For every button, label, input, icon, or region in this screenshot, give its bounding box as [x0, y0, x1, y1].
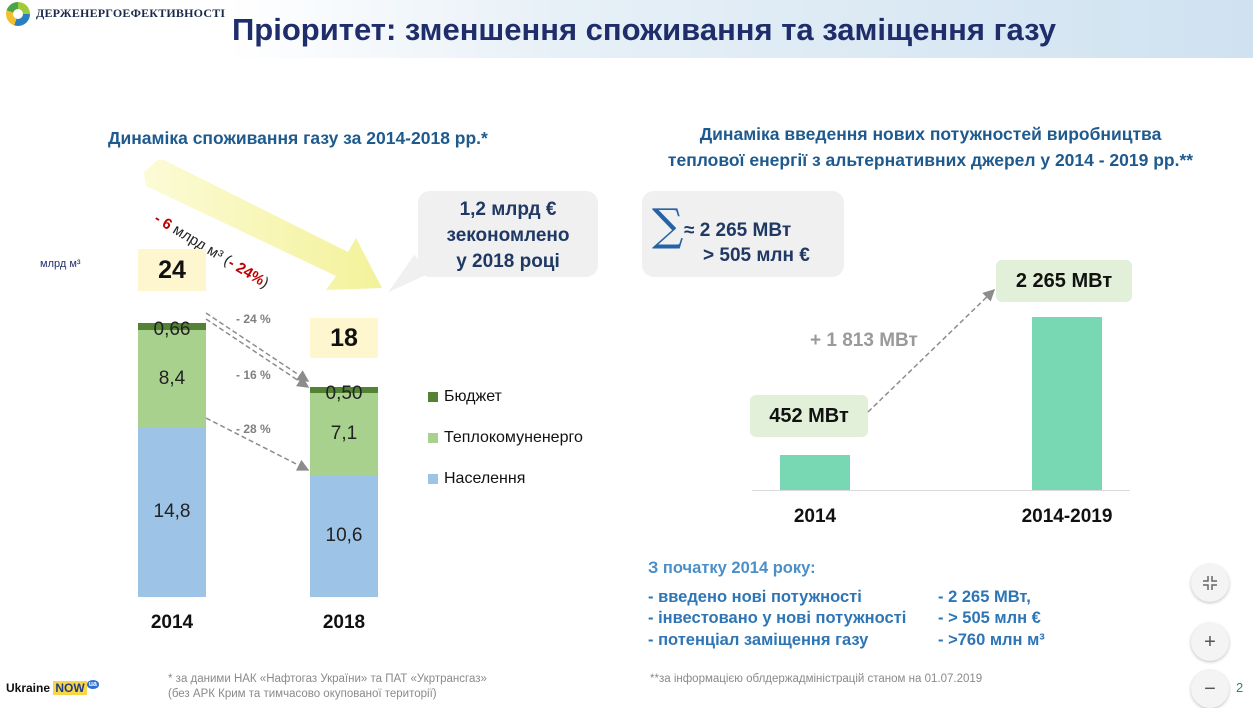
data-label-population-2014: 14,8 [153, 500, 191, 522]
savings-line-1: 1,2 млрд € [459, 199, 557, 220]
pct-label-budget: - 24 % [236, 312, 271, 326]
x-tick-2014: 2014 [793, 506, 837, 527]
plus-icon: + [1204, 630, 1216, 653]
data-label-heat-2014: 8,4 [158, 367, 186, 389]
since-item-label-3: - потенціал заміщення газу [648, 631, 869, 649]
collapse-icon [1203, 576, 1217, 590]
value-label-2014-2019: 2 265 МВт [996, 260, 1132, 302]
data-label-heat-2018: 7,1 [330, 423, 358, 445]
footnote-left-line-1: * за даними НАК «Нафтогаз України» та ПА… [168, 673, 487, 685]
transition-arrows [205, 312, 310, 471]
left-chart-title: Динаміка споживання газу за 2014-2018 рр… [108, 128, 488, 148]
agency-logo-icon [6, 2, 30, 26]
ukraine-now-logo: Ukraine NOW ua [6, 680, 99, 695]
legend-label-population: Населення [444, 469, 526, 487]
bar-segment-budget-2014 [138, 322, 206, 331]
header-band [0, 0, 1253, 58]
bar-segment-budget-2018 [310, 387, 378, 394]
right-title-line-1: Динаміка введення нових потужностей виро… [699, 124, 1162, 144]
legend-swatch-heat [428, 432, 438, 443]
savings-line-3: у 2018 році [456, 251, 560, 272]
page-title: Пріоритет: зменшення споживання та заміщ… [232, 12, 1056, 47]
data-label-budget-2014: 0,66 [153, 318, 191, 340]
data-label-budget-2018: 0,50 [325, 383, 363, 405]
sigma-icon: ∑ [652, 200, 684, 251]
arrow-heat [205, 318, 310, 388]
logo-now: NOW [53, 681, 87, 695]
total-2014: 24 [138, 249, 206, 291]
arrow-population [205, 417, 310, 471]
legend-label-heat: Теплокомуненерго [444, 428, 583, 446]
pct-label-heat: - 16 % [236, 368, 271, 382]
gas-consumption-chart: 14,8 8,4 0,66 2014 10,6 7,1 0,50 2018 [0, 0, 620, 705]
zoom-out-button[interactable]: − [1191, 670, 1229, 708]
legend-swatch-budget [428, 391, 438, 402]
minus-icon: − [1204, 677, 1216, 700]
since-item-value-3: - >760 млн м³ [938, 631, 1045, 649]
footnote-right: **за інформацією облдержадміністрацій ст… [650, 673, 983, 685]
data-label-population-2018: 10,6 [325, 525, 363, 547]
pct-label-population: - 28 % [236, 422, 271, 436]
agency-name: ДЕРЖЕНЕРГОЕФЕКТИВНОСТІ [36, 6, 226, 20]
summary-line-1: ≈ 2 265 МВт [684, 220, 792, 241]
x-tick-2014-2019: 2014-2019 [1021, 506, 1113, 527]
since-item-label-2: - інвестовано у нові потужності [648, 609, 907, 627]
savings-line-2: зекономлено [446, 225, 570, 246]
summary-line-2: > 505 млн € [703, 245, 810, 266]
right-chart-title: Динаміка введення нових потужностей виро… [628, 121, 1233, 173]
arrow-budget [205, 312, 310, 382]
bar-2014-2019 [1032, 316, 1102, 490]
collapse-button[interactable] [1191, 564, 1229, 602]
legend-budget: Бюджет [428, 376, 583, 417]
savings-callout: 1,2 млрд € зекономлено у 2018 році [418, 191, 598, 277]
reduction-arrow [144, 160, 382, 290]
unit-label: млрд м³ [40, 258, 81, 270]
summary-box [642, 191, 844, 277]
bar-segment-heat-2014 [138, 330, 206, 427]
since-item-value-1: - 2 265 МВт, [938, 588, 1031, 606]
bar-segment-population-2014 [138, 426, 206, 597]
bar-2014 [780, 455, 850, 490]
growth-arrow [867, 288, 996, 413]
legend-swatch-population [428, 473, 438, 484]
x-tick-2018: 2018 [322, 612, 366, 633]
logo-ua: ua [86, 680, 99, 689]
bar-segment-population-2018 [310, 475, 378, 597]
x-tick-2014: 2014 [150, 612, 194, 633]
total-2018: 18 [310, 318, 378, 358]
chart-legend: Бюджет Теплокомуненерго Населення [428, 376, 583, 499]
since-item-label-1: - введено нові потужності [648, 588, 862, 606]
legend-heat: Теплокомуненерго [428, 417, 583, 458]
logo-ukraine: Ukraine [6, 681, 51, 695]
increase-label: + 1 813 МВт [810, 330, 918, 351]
page-number: 2 [1236, 680, 1244, 695]
footnote-left: * за даними НАК «Нафтогаз України» та ПА… [168, 672, 487, 702]
bar-segment-heat-2018 [310, 393, 378, 476]
since-item-value-2: - > 505 млн € [938, 609, 1041, 627]
legend-population: Населення [428, 458, 583, 499]
legend-label-budget: Бюджет [444, 387, 502, 405]
footnote-left-line-2: (без АРК Крим та тимчасово окупованої те… [168, 688, 437, 700]
x-axis-line [752, 490, 1130, 491]
value-label-2014: 452 МВт [750, 395, 868, 437]
right-title-line-2: теплової енергії з альтернативних джерел… [667, 150, 1194, 170]
zoom-in-button[interactable]: + [1191, 623, 1229, 661]
since-title: З початку 2014 року: [648, 559, 816, 577]
